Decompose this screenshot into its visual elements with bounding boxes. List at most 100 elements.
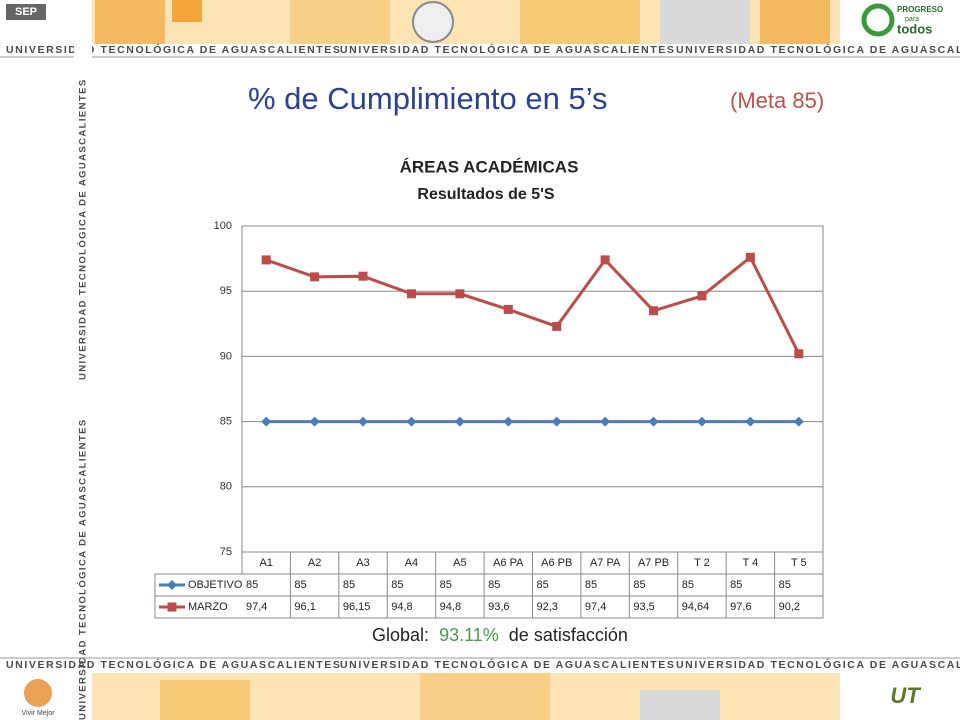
vbanner-text: UNIVERSIDAD TECNOLÓGICA DE AGUASCALIENTE…	[77, 418, 89, 720]
table-value: 96,1	[294, 601, 315, 613]
deco-block	[760, 0, 830, 44]
global-suffix: de satisfacción	[509, 625, 628, 645]
table-value: 93,6	[488, 601, 509, 613]
line-marker	[310, 272, 320, 282]
table-value: 94,64	[682, 601, 710, 613]
x-tick-label: A7 PA	[590, 557, 621, 569]
table-value: 96,15	[343, 601, 371, 613]
slide-title: % de Cumplimiento en 5’s	[248, 81, 608, 116]
sep-text: SEP	[15, 6, 37, 18]
line-marker	[358, 416, 369, 427]
logo-text: PROGRESO	[897, 5, 943, 14]
vbanner-text: UNIVERSIDAD TECNOLÓGICA DE AGUASCALIENTE…	[77, 78, 89, 380]
vertical-strip	[74, 0, 92, 720]
x-tick-label: T 2	[694, 557, 710, 569]
progreso-logo	[861, 3, 895, 37]
x-tick-label: A6 PA	[493, 557, 524, 569]
global-line: Global: 93.11% de satisfacción	[372, 625, 628, 645]
deco-block	[172, 0, 202, 22]
line-marker	[261, 255, 271, 265]
y-tick-label: 85	[220, 416, 232, 428]
table-value: 85	[682, 579, 694, 591]
legend-label: MARZO	[188, 601, 228, 613]
banner-text: UNIVERSIDAD TECNOLÓGICA DE AGUASCALIENTE…	[676, 658, 960, 671]
banner-bg	[0, 44, 960, 56]
table-value: 85	[633, 579, 645, 591]
sep-logo	[6, 4, 46, 20]
chart-subtitle: Resultados de 5'S	[417, 186, 555, 203]
deco-block	[95, 0, 165, 44]
y-tick-label: 90	[220, 350, 232, 362]
banner-text: UNIVERSIDAD TECNOLÓGICA DE AGUASCALIENTE…	[676, 43, 960, 56]
logo-text: Vivir Mejor	[22, 710, 56, 717]
table-value: 97,4	[585, 601, 606, 613]
legend-marker	[167, 602, 177, 612]
banner-text: UNIVERSIDAD TECNOLÓGICA DE AGUASCALIENTE…	[6, 658, 342, 671]
line-marker	[552, 321, 562, 331]
deco-block	[520, 0, 640, 44]
logo-text: todos	[897, 21, 932, 36]
series-line	[265, 254, 801, 355]
slide-meta: (Meta 85)	[730, 88, 824, 113]
deco-block	[660, 0, 750, 44]
line-marker	[697, 291, 707, 301]
line-marker	[358, 271, 368, 281]
legend-label: OBJETIVO	[188, 579, 243, 591]
line-marker	[406, 416, 417, 427]
banner-text: UNIVERSIDAD TECNOLÓGICA DE AGUASCALIENTE…	[340, 43, 676, 56]
x-tick-label: A5	[453, 557, 466, 569]
global-label: Global:	[372, 625, 429, 645]
banner-text: UNIVERSIDAD TECNOLÓGICA DE AGUASCALIENTE…	[340, 658, 676, 671]
ut-xx-logo: UT	[890, 683, 921, 708]
deco-block	[160, 680, 250, 720]
x-tick-label: A7 PB	[638, 557, 669, 569]
line-marker	[696, 416, 707, 427]
line-marker	[745, 252, 755, 262]
plot-area	[241, 225, 824, 553]
table-value: 94,8	[391, 601, 412, 613]
y-tick-label: 80	[220, 481, 232, 493]
line-marker	[503, 304, 513, 314]
table-value: 93,5	[633, 601, 654, 613]
table-value: 94,8	[440, 601, 461, 613]
ut-seal	[412, 1, 454, 43]
line-marker	[309, 416, 320, 427]
deco-block	[290, 0, 390, 44]
x-tick-label: A6 PB	[541, 557, 572, 569]
line-marker	[406, 289, 416, 299]
line-marker	[648, 416, 659, 427]
line-marker	[649, 306, 659, 316]
table-value: 97,4	[246, 601, 267, 613]
y-tick-label: 75	[220, 546, 232, 558]
line-marker	[261, 416, 272, 427]
x-tick-label: A1	[259, 557, 272, 569]
logo-text: para	[905, 16, 919, 23]
table-value: 85	[246, 579, 258, 591]
deco-block	[420, 673, 550, 720]
table-value: 85	[730, 579, 742, 591]
line-marker	[745, 416, 756, 427]
table-value: 92,3	[537, 601, 558, 613]
chart-title: ÁREAS ACADÉMICAS	[400, 157, 579, 176]
x-tick-label: T 4	[743, 557, 759, 569]
line-marker	[600, 416, 611, 427]
x-tick-label: A4	[405, 557, 418, 569]
line-marker	[503, 416, 514, 427]
table-value: 85	[488, 579, 500, 591]
line-marker	[794, 349, 804, 359]
table-value: 90,2	[779, 601, 800, 613]
logo-area	[840, 0, 960, 44]
table-value: 97,6	[730, 601, 751, 613]
line-marker	[551, 416, 562, 427]
table-value: 85	[779, 579, 791, 591]
table-value: 85	[294, 579, 306, 591]
table-value: 85	[391, 579, 403, 591]
x-tick-label: T 5	[791, 557, 807, 569]
table-value: 85	[440, 579, 452, 591]
y-tick-label: 100	[214, 220, 232, 232]
deco-block	[640, 690, 720, 720]
legend-marker	[167, 580, 177, 590]
x-tick-label: A3	[356, 557, 369, 569]
